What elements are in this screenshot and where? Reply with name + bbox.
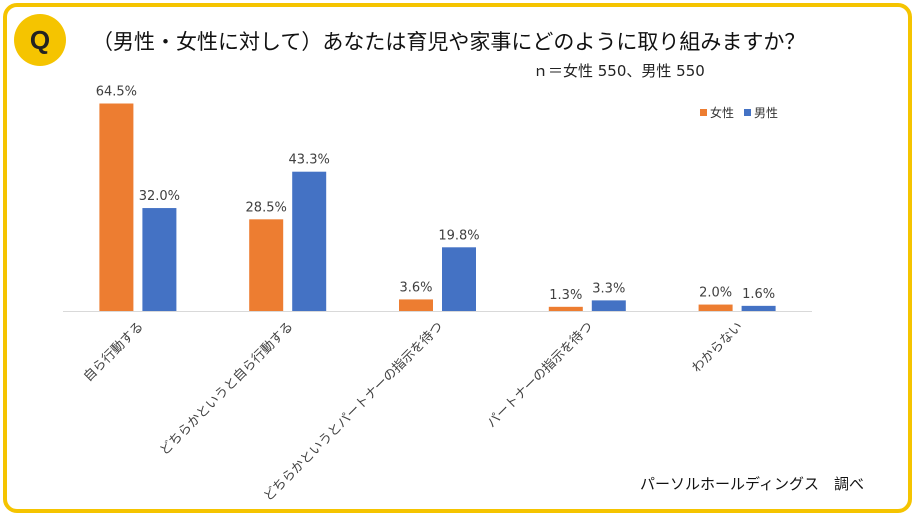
legend: 女性 男性 <box>700 104 778 121</box>
legend-swatch-male <box>744 109 752 116</box>
bar-female-0 <box>99 103 134 311</box>
bar-female-2 <box>399 299 433 311</box>
legend-label-male: 男性 <box>754 106 779 120</box>
data-label-female-2: 3.6% <box>399 280 432 295</box>
bar-female-3 <box>548 306 583 311</box>
data-label-female-1: 28.5% <box>246 200 287 215</box>
legend-item-female: 女性 <box>700 104 734 121</box>
category-label-0: 自ら行動する <box>81 319 147 385</box>
legend-item-male: 男性 <box>744 104 778 121</box>
data-label-male-0: 32.0% <box>139 189 180 204</box>
bar-male-0 <box>142 208 177 311</box>
source-credit: パーソルホールディングス 調べ <box>640 475 864 493</box>
bar-male-3 <box>591 300 626 311</box>
data-label-female-3: 1.3% <box>549 288 582 303</box>
chart-title: （男性・女性に対して）あなたは育児や家事にどのように取り組みますか？ <box>92 30 806 54</box>
data-label-female-0: 64.5% <box>96 85 137 100</box>
legend-label-female: 女性 <box>710 106 735 120</box>
category-label-2: どちらかというとパートナーの指示を待つ <box>261 319 446 504</box>
question-badge: Q <box>14 14 66 66</box>
data-label-male-3: 3.3% <box>592 281 625 296</box>
bar-male-4 <box>741 305 776 311</box>
category-label-4: わからない <box>689 319 746 376</box>
data-label-female-4: 2.0% <box>699 286 732 301</box>
data-label-male-2: 19.8% <box>438 228 479 243</box>
data-label-male-1: 43.3% <box>289 153 330 168</box>
bar-female-1 <box>249 219 284 311</box>
bar-female-4 <box>698 304 733 311</box>
data-label-male-4: 1.6% <box>742 287 775 302</box>
legend-swatch-female <box>700 109 707 116</box>
category-label-3: パートナーの指示を待つ <box>484 319 596 431</box>
sample-size-note: ｎ＝女性 550、男性 550 <box>533 62 705 80</box>
category-label-1: どちらかというと自ら行動する <box>157 319 296 458</box>
bar-male-2 <box>442 247 476 311</box>
bar-male-1 <box>292 171 327 311</box>
